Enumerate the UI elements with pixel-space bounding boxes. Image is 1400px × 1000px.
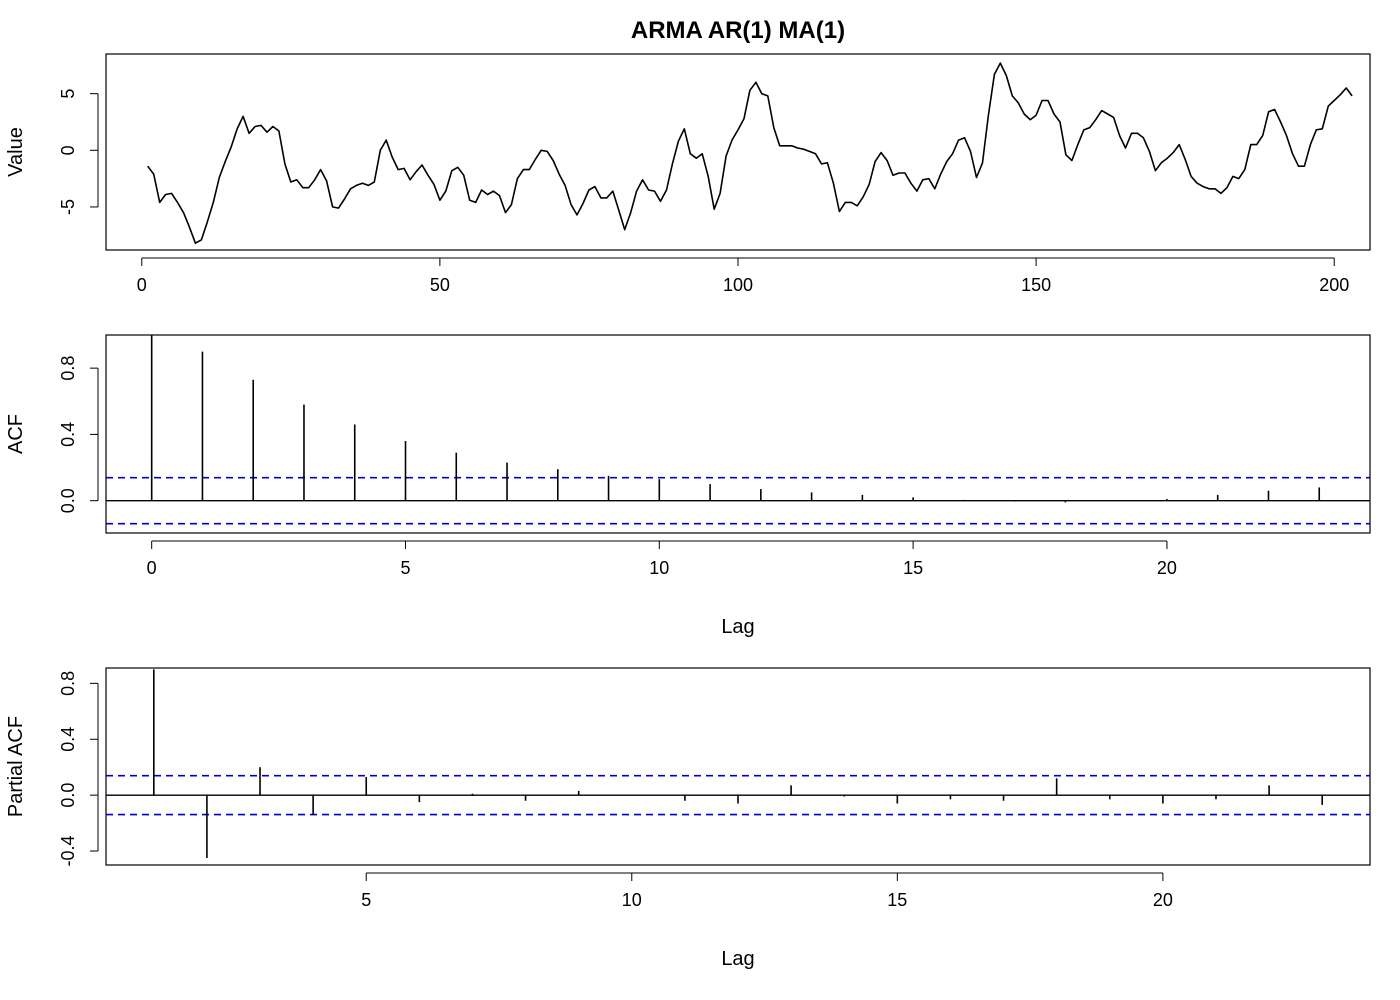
series-line xyxy=(147,62,1353,244)
x-tick-label: 20 xyxy=(1153,890,1173,910)
figure-title: ARMA AR(1) MA(1) xyxy=(631,17,845,44)
pacf-panel: 5 10 15 20 -0.4 0.0 0.4 0.8 Partial ACF Lag xyxy=(5,667,1371,970)
x-tick-label: 5 xyxy=(400,558,410,578)
y-tick-label: 0.0 xyxy=(58,488,78,513)
x-tick-label: 100 xyxy=(723,275,753,295)
x-tick-label: 15 xyxy=(887,890,907,910)
x-tick-label: 5 xyxy=(361,890,371,910)
plot-frame xyxy=(105,334,1371,534)
y-tick-label: 0.4 xyxy=(58,727,78,752)
x-axis-title: Lag xyxy=(721,948,754,970)
y-axis-title: ACF xyxy=(5,414,27,454)
x-tick-label: 200 xyxy=(1319,275,1349,295)
y-tick-label: -0.4 xyxy=(58,836,78,867)
x-tick-label: 15 xyxy=(903,558,923,578)
x-tick-label: 50 xyxy=(430,275,450,295)
x-axis-title: Lag xyxy=(721,616,754,638)
y-axis-title: Partial ACF xyxy=(5,716,27,817)
x-tick-label: 0 xyxy=(147,558,157,578)
plot-frame xyxy=(105,667,1371,866)
y-tick-label: 5 xyxy=(58,89,78,99)
plot-frame xyxy=(105,53,1371,251)
acf-panel: 0 5 10 15 20 0.0 0.4 0.8 ACF Lag xyxy=(5,334,1371,638)
x-tick-label: 0 xyxy=(137,275,147,295)
x-tick-label: 20 xyxy=(1157,558,1177,578)
y-tick-label: -5 xyxy=(58,199,78,215)
y-axis-title: Value xyxy=(5,127,27,177)
y-tick-label: 0.0 xyxy=(58,783,78,808)
x-tick-label: 150 xyxy=(1021,275,1051,295)
y-tick-label: 0.8 xyxy=(58,671,78,696)
y-tick-label: 0 xyxy=(58,145,78,155)
x-tick-label: 10 xyxy=(622,890,642,910)
y-tick-label: 0.4 xyxy=(58,422,78,447)
x-tick-label: 10 xyxy=(649,558,669,578)
y-tick-label: 0.8 xyxy=(58,356,78,381)
time-series-panel: 0 50 100 150 200 -5 0 5 Value xyxy=(5,53,1371,295)
